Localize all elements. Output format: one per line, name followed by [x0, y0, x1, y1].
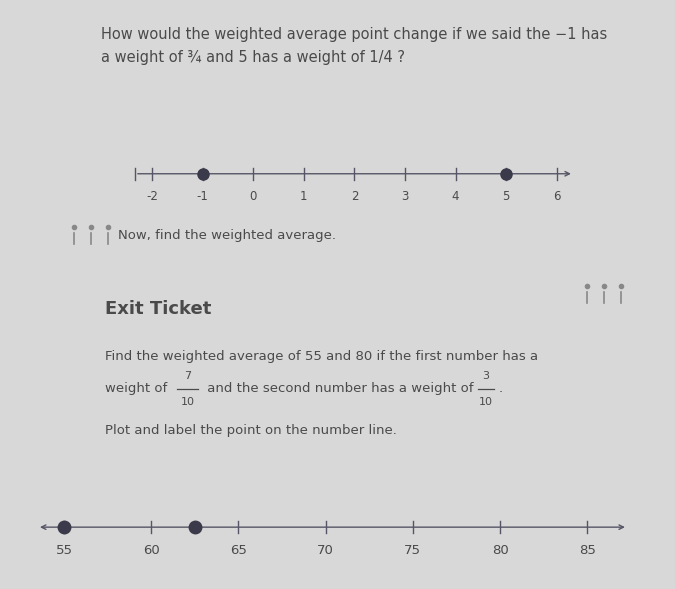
Text: 7: 7: [184, 371, 191, 380]
Text: 6: 6: [553, 190, 561, 203]
Text: 3: 3: [483, 371, 489, 380]
Text: Find the weighted average of 55 and 80 if the first number has a: Find the weighted average of 55 and 80 i…: [105, 350, 538, 363]
Text: and the second number has a weight of: and the second number has a weight of: [202, 382, 477, 395]
Text: 70: 70: [317, 544, 334, 557]
Text: .: .: [498, 382, 502, 395]
Text: How would the weighted average point change if we said the −1 has: How would the weighted average point cha…: [101, 27, 608, 41]
Text: 85: 85: [578, 544, 595, 557]
Text: 4: 4: [452, 190, 460, 203]
Text: 5: 5: [503, 190, 510, 203]
Text: -1: -1: [196, 190, 209, 203]
Text: 0: 0: [250, 190, 256, 203]
Text: -2: -2: [146, 190, 158, 203]
Text: 55: 55: [55, 544, 73, 557]
Text: a weight of ¾ and 5 has a weight of 1/4 ?: a weight of ¾ and 5 has a weight of 1/4 …: [101, 50, 405, 65]
Text: 10: 10: [479, 397, 493, 406]
Text: 75: 75: [404, 544, 421, 557]
Text: weight of: weight of: [105, 382, 171, 395]
Text: 1: 1: [300, 190, 308, 203]
Text: 10: 10: [181, 397, 194, 406]
Text: 80: 80: [491, 544, 508, 557]
Text: 60: 60: [143, 544, 160, 557]
Text: 3: 3: [402, 190, 408, 203]
Text: Now, find the weighted average.: Now, find the weighted average.: [118, 229, 336, 242]
Text: 2: 2: [350, 190, 358, 203]
Text: Plot and label the point on the number line.: Plot and label the point on the number l…: [105, 424, 396, 437]
Text: Exit Ticket: Exit Ticket: [105, 300, 211, 319]
Text: 65: 65: [230, 544, 247, 557]
